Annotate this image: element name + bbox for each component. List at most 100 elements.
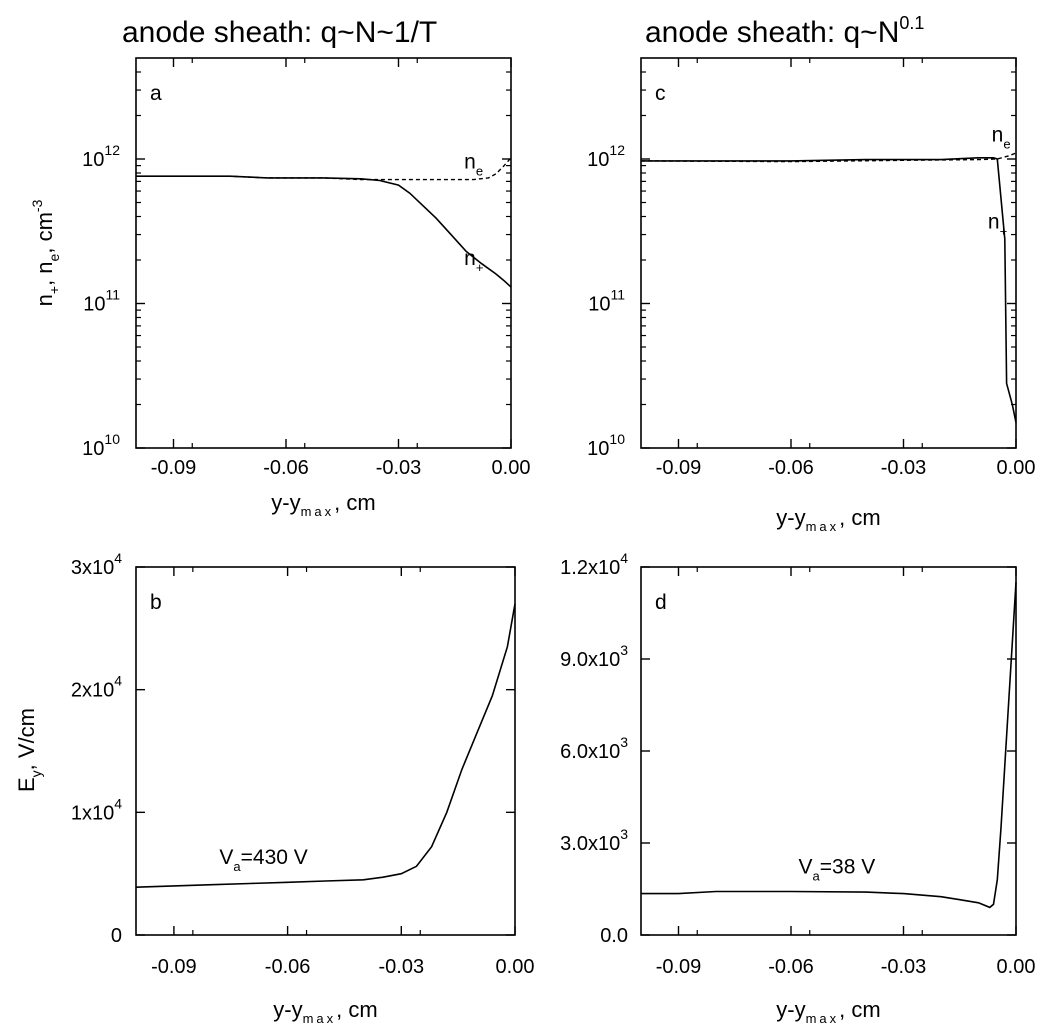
x-tick-label: -0.09 (151, 956, 197, 978)
y-tick-exponent: 10 (609, 431, 625, 447)
x-label-subscript: max (806, 519, 840, 534)
y-tick-label: 1011 (83, 287, 120, 316)
annotation-subscript: e (1003, 137, 1010, 152)
y-label-part: , V/cm (14, 708, 39, 770)
y-tick-label: 0.0 (600, 925, 628, 947)
title-right: anode sheath: q~N0.1 (645, 13, 924, 49)
y-tick-label: 3.0x103 (560, 826, 628, 855)
annotation-base: n (464, 150, 476, 173)
y-label-subscript: + (46, 286, 62, 294)
y-label-part: , n (32, 261, 57, 285)
plot-frame (640, 566, 1017, 936)
title-right-main: anode sheath: q~N (645, 16, 899, 49)
y-tick-base: 10 (587, 149, 609, 171)
annotation-subscript: a (233, 859, 241, 874)
annotation-tail: =430 V (241, 846, 308, 869)
y-tick-exponent: 3 (620, 642, 628, 658)
series-line-n-plus (641, 157, 1017, 423)
y-tick-base: 1.2x10 (560, 557, 620, 579)
x-label-tail: , cm (839, 505, 881, 530)
series-line-ey (135, 603, 516, 888)
title-left: anode sheath: q~N~1/T (122, 16, 437, 49)
panel-label: a (150, 82, 162, 105)
annotation-tail: =38 V (820, 856, 875, 879)
y-tick-exponent: 4 (114, 550, 122, 566)
x-tick-label: -0.03 (881, 956, 927, 978)
y-tick-label: 1x104 (71, 795, 122, 824)
annotation-base: n (464, 247, 476, 270)
y-tick-base: 10 (82, 149, 104, 171)
y-tick-base: 9.0x10 (560, 649, 620, 671)
annotation-subscript: a (813, 869, 821, 884)
y-axis-label: n+, ne, cm-3 (29, 199, 62, 306)
x-label-tail: , cm (336, 997, 378, 1022)
y-tick-label: 1012 (587, 142, 625, 171)
plot-frame (135, 566, 516, 936)
y-label-part: , cm (32, 212, 57, 254)
series-annotation: ne (464, 150, 483, 178)
x-axis-label: y-ymax, cm (273, 997, 377, 1026)
y-tick-exponent: 3 (620, 826, 628, 842)
series-annotation: Va=38 V (799, 856, 876, 884)
plot-frame (135, 57, 512, 449)
y-tick-label: 1011 (588, 287, 625, 316)
x-tick-label: -0.06 (265, 956, 311, 978)
annotation-base: n (992, 124, 1004, 147)
y-label-subscript: y (28, 770, 44, 777)
series-annotation: Va=430 V (219, 846, 307, 874)
x-label-main: y-y (271, 490, 300, 515)
y-tick-exponent: 3 (620, 734, 628, 750)
annotation-base: n (988, 211, 1000, 234)
y-axis-label: Ey, V/cm (14, 708, 44, 792)
series-annotation: n+ (988, 211, 1007, 239)
y-tick-exponent: 10 (104, 431, 120, 447)
y-tick-exponent: 4 (114, 673, 122, 689)
x-axis-label: y-ymax, cm (776, 997, 880, 1026)
x-tick-label: -0.06 (768, 457, 814, 479)
series-line-ne (640, 152, 1017, 163)
y-tick-exponent: 12 (104, 142, 120, 158)
panel-label: d (655, 591, 667, 614)
series-annotation: ne (992, 124, 1011, 152)
y-tick-label: 2x104 (71, 673, 122, 702)
x-tick-label: -0.09 (656, 956, 702, 978)
x-tick-label: -0.09 (151, 457, 197, 479)
x-label-subscript: max (303, 1011, 337, 1026)
y-tick-label: 6.0x103 (560, 734, 628, 763)
x-label-subscript: max (806, 1011, 840, 1026)
y-tick-label: 1010 (82, 431, 120, 460)
x-label-main: y-y (776, 997, 805, 1022)
y-label-subscript: e (46, 253, 62, 261)
x-axis-label: y-ymax, cm (776, 505, 880, 534)
y-tick-base: 6.0x10 (560, 741, 620, 763)
y-tick-base: 10 (587, 438, 609, 460)
series-line-ey (641, 582, 1017, 909)
y-tick-label: 1.2x104 (560, 550, 628, 579)
panel-label: c (655, 82, 666, 105)
x-tick-label: -0.06 (768, 956, 814, 978)
annotation-subscript: + (1000, 224, 1008, 239)
y-label-part: n (32, 294, 57, 306)
y-tick-exponent: 4 (114, 795, 122, 811)
x-tick-label: -0.03 (379, 956, 425, 978)
x-tick-label: 0.00 (496, 956, 535, 978)
annotation-base: V (219, 846, 233, 869)
y-tick-exponent: 11 (610, 287, 625, 303)
x-label-tail: , cm (839, 997, 881, 1022)
y-tick-label: 1010 (587, 431, 625, 460)
y-tick-label: 0 (111, 925, 122, 947)
y-tick-base: 10 (588, 294, 610, 316)
plot-frame (640, 57, 1017, 449)
y-tick-label: 3x104 (71, 550, 122, 579)
x-tick-label: -0.06 (263, 457, 309, 479)
series-annotation: n+ (464, 247, 483, 275)
y-tick-base: 3x10 (71, 557, 114, 579)
annotation-base: V (799, 856, 813, 879)
y-tick-base: 2x10 (71, 680, 114, 702)
x-label-main: y-y (273, 997, 302, 1022)
